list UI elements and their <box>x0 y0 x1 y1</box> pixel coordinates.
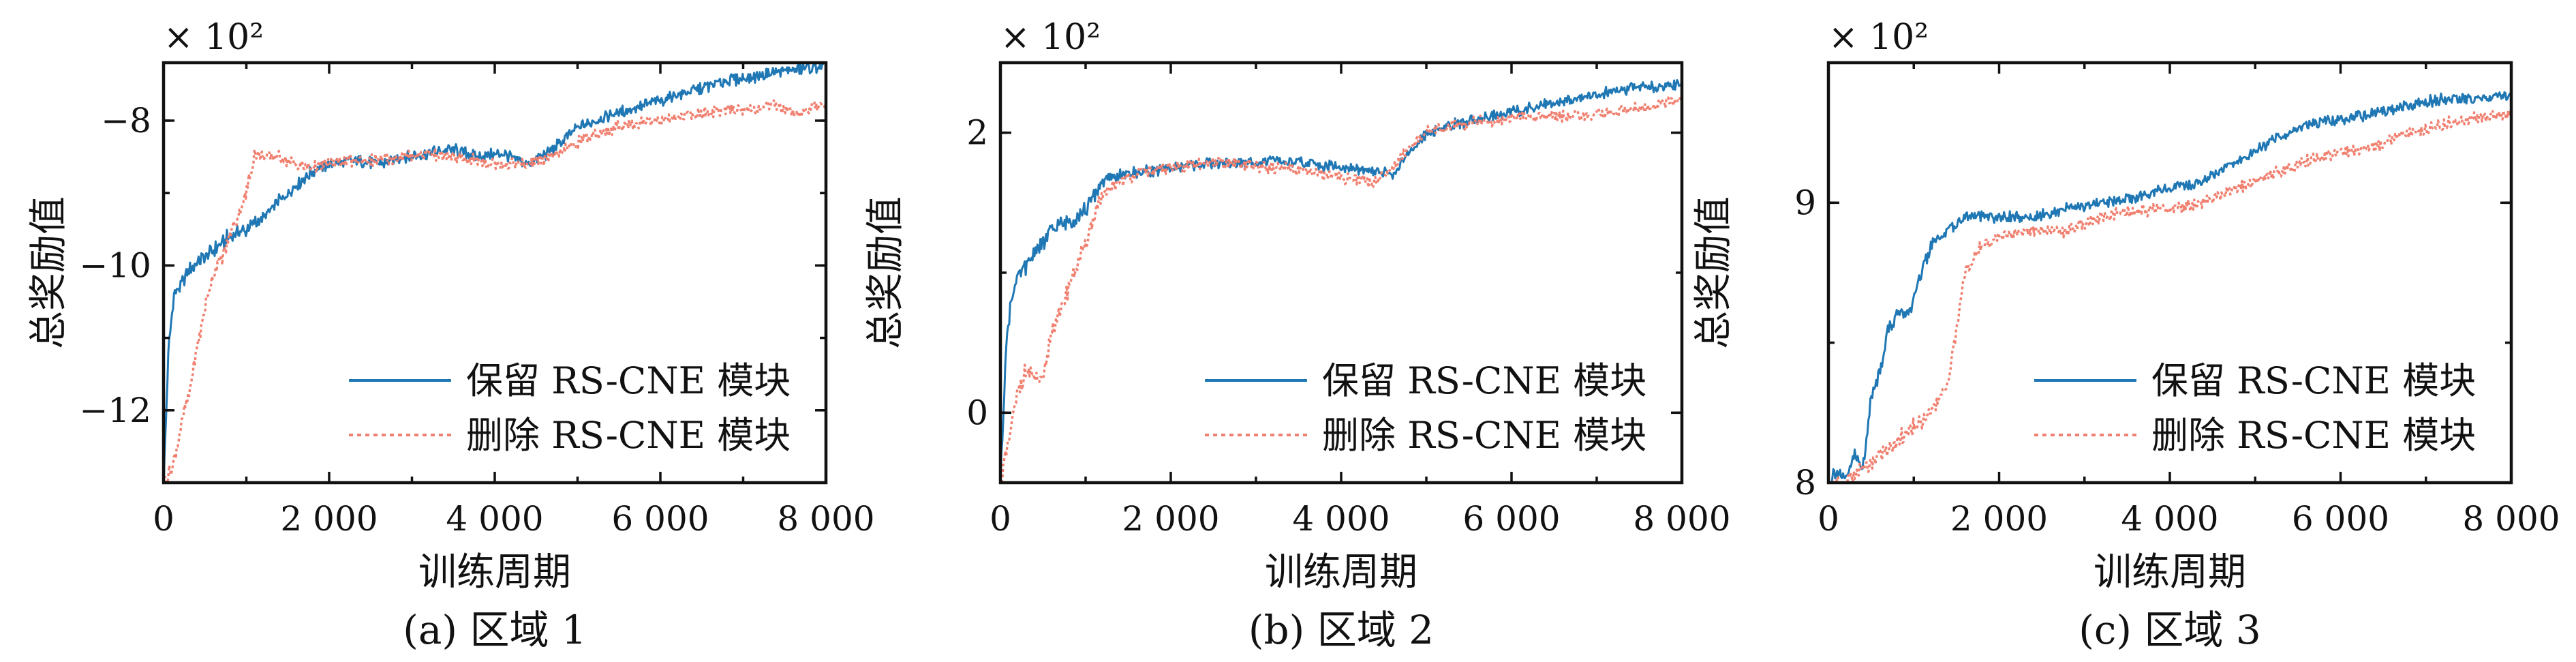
x-tick-label: 6 000 <box>611 499 709 539</box>
x-tick-label: 0 <box>153 499 174 539</box>
x-tick-label: 6 000 <box>2292 499 2389 539</box>
y-axis-label: 总奖励值 <box>1691 196 1736 349</box>
x-tick-label: 4 000 <box>446 499 543 539</box>
y-axis-label: 总奖励值 <box>27 196 71 349</box>
axis-multiplier: × 10² <box>164 17 264 58</box>
x-tick-label: 4 000 <box>1292 499 1390 539</box>
x-tick-label: 4 000 <box>2121 499 2218 539</box>
y-tick-label: 9 <box>1794 183 1816 222</box>
y-axis-label: 总奖励值 <box>863 196 908 349</box>
series-line-1 <box>1828 91 2511 483</box>
x-tick-label: 8 000 <box>777 499 874 539</box>
series-line-1 <box>164 63 826 483</box>
chart-panel-2: 0 2 000 4 000 6 000 8 000 0 2 × 10² 训练周期 总奖励值 (b) … <box>863 17 1731 653</box>
x-tick-label: 2 000 <box>280 499 378 539</box>
x-axis-label: 训练周期 <box>1265 550 1417 595</box>
axis-multiplier: × 10² <box>1000 17 1101 58</box>
y-tick-label: 2 <box>966 113 988 153</box>
x-tick-label: 8 000 <box>1633 499 1730 539</box>
panel-caption: (a) 区域 1 <box>403 607 587 653</box>
x-tick-label: 6 000 <box>1462 499 1560 539</box>
x-tick-label: 2 000 <box>1950 499 2048 539</box>
series-line-2 <box>1828 109 2511 483</box>
y-tick-label: 8 <box>1794 463 1816 502</box>
y-tick-label: −8 <box>101 101 151 140</box>
x-axis-label: 训练周期 <box>418 550 571 595</box>
x-axis-label: 训练周期 <box>2094 550 2246 595</box>
legend-label-1: 保留 RS-CNE 模块 <box>2151 359 2476 402</box>
series-line-2 <box>1000 93 1682 483</box>
legend-label-1: 保留 RS-CNE 模块 <box>1322 359 1646 402</box>
legend-label-2: 删除 RS-CNE 模块 <box>2151 414 2476 457</box>
x-tick-label: 2 000 <box>1122 499 1219 539</box>
panel-caption: (c) 区域 3 <box>2079 607 2261 653</box>
x-tick-label: 0 <box>1818 499 1839 539</box>
x-tick-label: 0 <box>990 499 1011 539</box>
y-tick-label: 0 <box>966 393 988 432</box>
series-line-2 <box>164 99 826 483</box>
axis-multiplier: × 10² <box>1828 17 1929 58</box>
legend-label-1: 保留 RS-CNE 模块 <box>466 359 791 402</box>
legend-label-2: 删除 RS-CNE 模块 <box>1322 414 1646 457</box>
series-line-1 <box>1000 79 1682 483</box>
x-tick-label: 8 000 <box>2462 499 2560 539</box>
y-tick-label: −10 <box>79 245 151 285</box>
legend-label-2: 删除 RS-CNE 模块 <box>466 414 791 457</box>
panel-caption: (b) 区域 2 <box>1248 607 1434 653</box>
y-tick-label: −12 <box>79 391 151 430</box>
chart-panel-3: 0 2 000 4 000 6 000 8 000 8 9 × 10² 训练周期 总奖励值 (c) … <box>1691 17 2560 653</box>
chart-panel-1: 0 2 000 4 000 6 000 8 000 −12 −10 −8 × 10² 训练周期 总奖… <box>27 17 875 653</box>
